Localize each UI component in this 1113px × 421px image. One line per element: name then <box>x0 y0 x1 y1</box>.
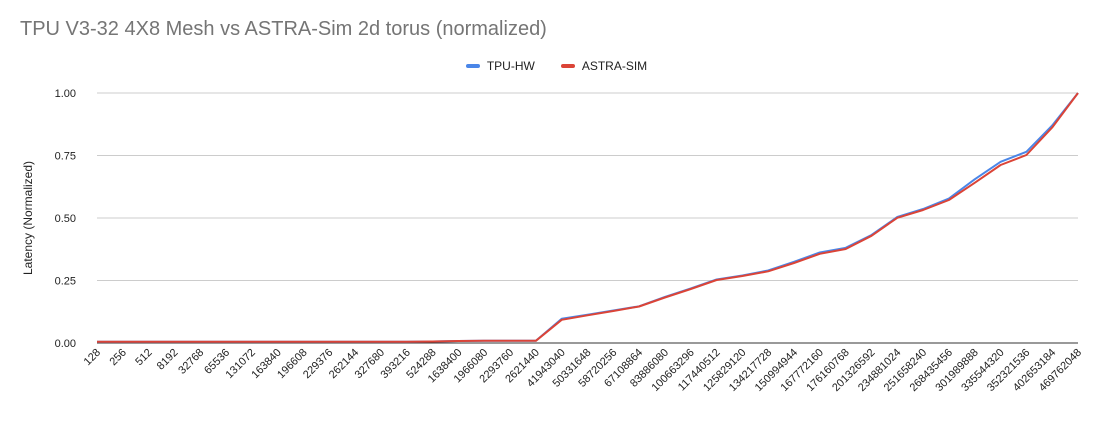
legend-swatch-astra-sim <box>560 64 575 68</box>
legend-item-astra-sim[interactable]: ASTRA-SIM <box>560 59 648 73</box>
legend-item-tpu-hw[interactable]: TPU-HW <box>465 59 535 73</box>
y-tick-label: 0.00 <box>55 338 76 350</box>
y-axis-title: Latency (Normalized) <box>21 161 35 275</box>
x-tick-label: 128 <box>82 347 103 368</box>
chart-title: TPU V3-32 4X8 Mesh vs ASTRA-Sim 2d torus… <box>20 18 547 40</box>
legend-swatch-tpu-hw <box>465 64 480 68</box>
x-tick-label: 256 <box>107 347 128 368</box>
x-tick-label: 32768 <box>176 347 206 377</box>
y-tick-label: 1.00 <box>55 88 76 100</box>
y-tick-label: 0.25 <box>55 276 76 288</box>
legend-label-tpu-hw: TPU-HW <box>486 59 535 73</box>
y-tick-label: 0.75 <box>55 151 76 163</box>
series-line-astra-sim <box>97 92 1079 343</box>
series-line-tpu-hw <box>97 92 1079 343</box>
legend: TPU-HW ASTRA-SIM <box>0 58 1113 74</box>
legend-label-astra-sim: ASTRA-SIM <box>581 59 648 73</box>
y-tick-label: 0.50 <box>55 213 76 225</box>
x-tick-label: 512 <box>133 347 154 368</box>
